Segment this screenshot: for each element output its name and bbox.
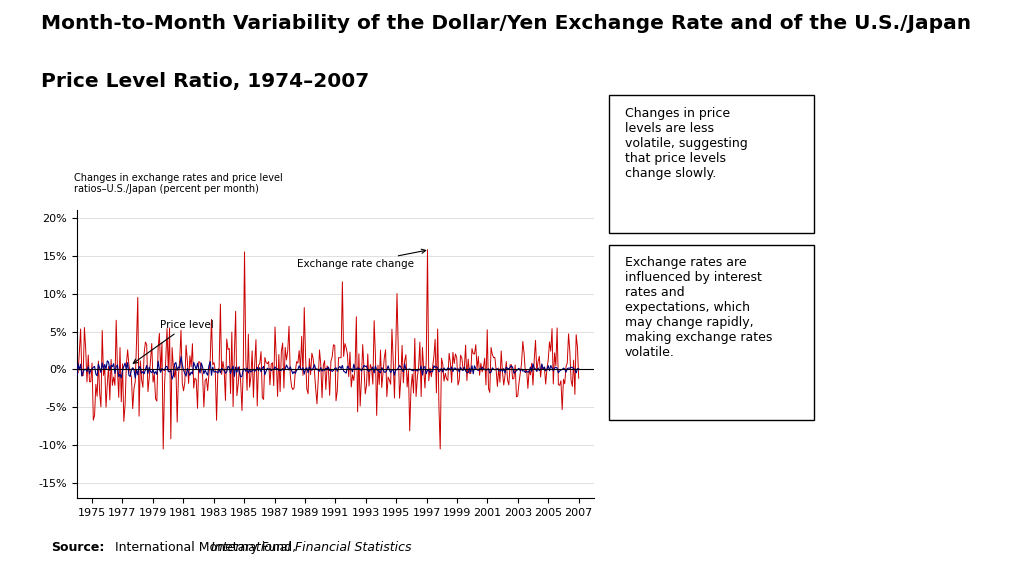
Text: Exchange rate change: Exchange rate change (297, 249, 426, 269)
Text: Month-to-Month Variability of the Dollar/Yen Exchange Rate and of the U.S./Japan: Month-to-Month Variability of the Dollar… (41, 14, 971, 33)
Text: Price Level Ratio, 1974–2007: Price Level Ratio, 1974–2007 (41, 72, 370, 91)
Text: Exchange rates are
influenced by interest
rates and
expectations, which
may chan: Exchange rates are influenced by interes… (625, 256, 772, 359)
Text: Price level: Price level (133, 320, 214, 363)
Text: International Financial Statistics: International Financial Statistics (211, 541, 412, 554)
Text: Source:: Source: (51, 541, 104, 554)
Text: International Monetary Fund,: International Monetary Fund, (111, 541, 300, 554)
Text: Changes in price
levels are less
volatile, suggesting
that price levels
change s: Changes in price levels are less volatil… (625, 107, 748, 180)
Text: Changes in exchange rates and price level
ratios–U.S./Japan (percent per month): Changes in exchange rates and price leve… (74, 173, 283, 195)
